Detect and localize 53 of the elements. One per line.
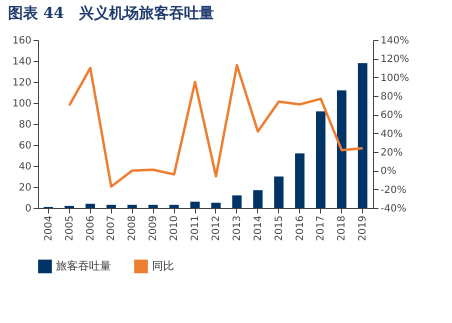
bar: [190, 202, 200, 208]
legend-label: 同比: [152, 259, 174, 272]
x-tick-label: 2018: [336, 216, 348, 241]
bar: [358, 63, 368, 208]
y2-tick-label: 140%: [380, 36, 410, 46]
y-tick-label: 140: [12, 56, 32, 68]
bar: [127, 204, 137, 208]
y-tick-label: 160: [12, 36, 32, 46]
x-tick-label: 2007: [106, 216, 118, 241]
y-tick-label: 80: [18, 120, 32, 130]
bar: [274, 176, 284, 208]
y2-tick-label: 20%: [380, 148, 403, 158]
x-tick-label: 2016: [294, 216, 306, 241]
x-tick-label: 2008: [127, 216, 138, 241]
y2-tick-label: 0%: [380, 166, 396, 178]
y-tick-label: 60: [18, 140, 32, 152]
y2-tick-label: -40%: [380, 204, 406, 214]
bar: [295, 153, 304, 208]
legend-label: 旅客吞吐量: [56, 259, 111, 272]
bar: [86, 204, 95, 208]
y2-tick-label: 80%: [380, 92, 403, 102]
x-tick-label: 2005: [64, 216, 76, 241]
y-tick-label: 0: [25, 204, 32, 214]
y-tick-label: 40: [18, 162, 32, 172]
y2-tick-label: 40%: [380, 128, 403, 140]
y-tick-label: 120: [12, 78, 32, 88]
y2-tick-label: -20%: [380, 184, 406, 196]
x-tick-label: 2012: [210, 216, 222, 241]
bar: [106, 204, 116, 208]
x-tick-label: 2015: [274, 216, 285, 241]
bar: [169, 204, 179, 208]
bar: [253, 190, 263, 208]
bar: [232, 195, 242, 208]
y2-tick-label: 100%: [380, 72, 410, 84]
y-tick-label: 100: [12, 98, 32, 110]
x-tick-label: 2011: [190, 216, 202, 241]
chart-title: 图表 44 兴义机场旅客吞吐量: [8, 4, 214, 22]
y2-tick-label: 120%: [380, 54, 410, 66]
bar: [316, 111, 326, 208]
x-tick-label: 2009: [148, 216, 160, 241]
bar: [336, 90, 346, 208]
bar: [148, 204, 158, 208]
x-tick-label: 2006: [85, 216, 96, 241]
x-tick-label: 2010: [169, 216, 180, 241]
x-tick-label: 2017: [316, 216, 327, 241]
x-tick-label: 2013: [232, 216, 243, 241]
y-tick-label: 20: [18, 182, 32, 194]
x-tick-label: 2014: [252, 216, 264, 241]
bar: [211, 202, 221, 208]
y2-tick-label: 60%: [380, 110, 403, 122]
x-tick-label: 2019: [358, 216, 369, 241]
x-tick-label: 2004: [43, 216, 54, 241]
line-series: [68, 64, 364, 188]
